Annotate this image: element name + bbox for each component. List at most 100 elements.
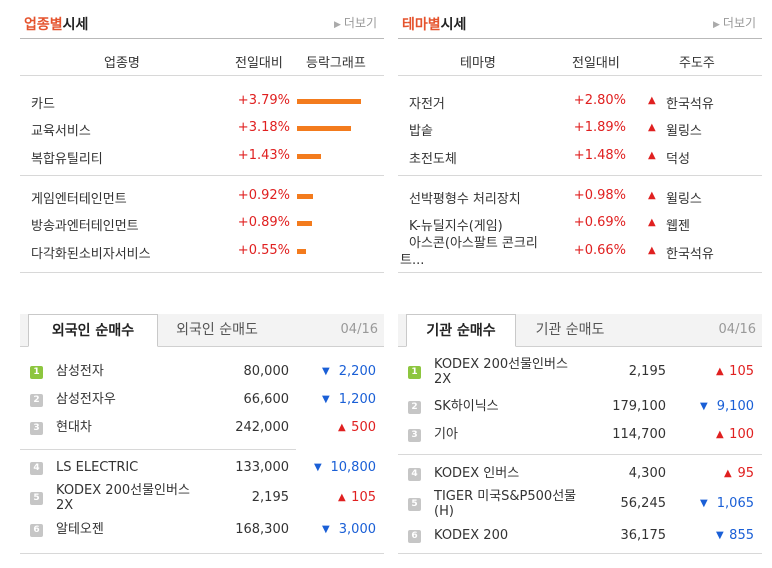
industry-name[interactable]: 복합유틸리티 — [31, 152, 103, 167]
theme-change: +0.66% — [573, 243, 626, 258]
stock-change: 2,200 — [338, 364, 376, 379]
industry-change: +0.92% — [237, 188, 290, 203]
theme-name[interactable]: 밥솥 — [409, 124, 433, 139]
stock-name[interactable]: 삼성전자우 — [56, 392, 116, 407]
tab-institution-sell[interactable]: 기관 순매도 — [535, 322, 605, 338]
stock-price: 114,700 — [612, 427, 666, 442]
divider — [398, 175, 762, 176]
triangle-down-icon: ▼ — [314, 462, 322, 473]
stock-name[interactable]: 삼성전자 — [56, 364, 104, 379]
stock-name[interactable]: 현대차 — [56, 420, 92, 435]
industry-name[interactable]: 게임엔터테인먼트 — [31, 192, 127, 207]
triangle-up-icon: ▲ — [338, 422, 346, 433]
theme-change: +0.69% — [573, 215, 626, 230]
theme-name[interactable]: 아스콘(아스팔트 콘크리트... — [400, 236, 538, 268]
divider — [20, 175, 384, 176]
theme-more-link[interactable]: ▶ 더보기 — [713, 14, 756, 31]
stock-change: 1,065 — [716, 496, 754, 511]
industry-name[interactable]: 교육서비스 — [31, 124, 91, 139]
industry-change: +0.89% — [237, 215, 290, 230]
theme-leader[interactable]: 윌링스 — [666, 124, 702, 139]
stock-change: 855 — [729, 528, 754, 543]
industry-change: +3.18% — [237, 120, 290, 135]
triangle-down-icon: ▼ — [700, 401, 708, 412]
industry-name[interactable]: 다각화된소비자서비스 — [31, 247, 151, 262]
divider — [20, 272, 384, 273]
stock-price: 80,000 — [243, 364, 290, 379]
stock-price: 66,600 — [243, 392, 290, 407]
industry-more-link[interactable]: ▶ 더보기 — [334, 14, 377, 31]
triangle-up-icon: ▲ — [648, 150, 656, 161]
tab-foreign-sell[interactable]: 외국인 순매도 — [176, 322, 258, 338]
industry-title-rest: 시세 — [62, 17, 89, 33]
industry-name[interactable]: 방송과엔터테인먼트 — [31, 219, 139, 234]
theme-name[interactable]: 초전도체 — [409, 152, 457, 167]
triangle-up-icon: ▲ — [716, 429, 724, 440]
stock-name[interactable]: LS ELECTRIC — [56, 460, 139, 475]
industry-name[interactable]: 카드 — [31, 97, 55, 112]
institution-tabbar: 기관 순매수 기관 순매도 04/16 — [398, 314, 762, 347]
stock-price: 133,000 — [235, 460, 289, 475]
industry-header-graph: 등락그래프 — [306, 56, 366, 71]
industry-title-highlight: 업종별 — [24, 17, 63, 33]
stock-price: 168,300 — [235, 522, 289, 537]
tab-institution-buy[interactable]: 기관 순매수 — [406, 314, 516, 347]
stock-name[interactable]: 기아 — [434, 427, 458, 442]
theme-title: 테마별시세 — [402, 14, 466, 36]
stock-price: 2,195 — [251, 490, 289, 505]
triangle-down-icon: ▼ — [322, 366, 330, 377]
stock-change: 105 — [351, 490, 376, 505]
theme-more-label: 더보기 — [722, 16, 757, 30]
divider — [398, 38, 762, 39]
theme-name[interactable]: K-뉴딜지수(게임) — [409, 219, 503, 234]
theme-header-name: 테마명 — [460, 56, 496, 71]
divider — [20, 553, 384, 554]
industry-bar — [297, 249, 306, 254]
stock-name[interactable]: KODEX 200선물인버스2X — [56, 483, 190, 513]
stock-price: 179,100 — [612, 399, 666, 414]
industry-bar — [297, 154, 321, 159]
stock-name[interactable]: 알테오젠 — [56, 522, 104, 537]
triangle-down-icon: ▼ — [716, 530, 724, 541]
triangle-up-icon: ▲ — [648, 190, 656, 201]
theme-name[interactable]: 자전거 — [409, 97, 445, 112]
stock-name[interactable]: KODEX 인버스 — [434, 466, 520, 481]
divider — [20, 75, 384, 76]
rank-badge: 1 — [408, 366, 421, 379]
rank-badge: 5 — [408, 498, 421, 511]
theme-leader[interactable]: 한국석유 — [666, 97, 714, 112]
theme-leader[interactable]: 웹젠 — [666, 219, 690, 234]
industry-change: +3.79% — [237, 93, 290, 108]
theme-title-highlight: 테마별 — [402, 17, 441, 33]
rank-badge: 5 — [30, 492, 43, 505]
triangle-up-icon: ▲ — [648, 95, 656, 106]
theme-header-change: 전일대비 — [572, 56, 620, 71]
divider — [20, 449, 296, 450]
divider — [398, 272, 762, 273]
rank-badge: 1 — [30, 366, 43, 379]
theme-name[interactable]: 선박평형수 처리장치 — [409, 192, 521, 207]
theme-leader[interactable]: 한국석유 — [666, 247, 714, 262]
theme-change: +0.98% — [573, 188, 626, 203]
stock-change: 95 — [737, 466, 754, 481]
triangle-down-icon: ▼ — [322, 394, 330, 405]
triangle-down-icon: ▼ — [322, 524, 330, 535]
stock-change: 1,200 — [338, 392, 376, 407]
rank-badge: 3 — [408, 429, 421, 442]
theme-leader[interactable]: 윌링스 — [666, 192, 702, 207]
stock-price: 242,000 — [235, 420, 289, 435]
theme-leader[interactable]: 덕성 — [666, 152, 690, 167]
stock-price: 36,175 — [620, 528, 667, 543]
stock-change: 10,800 — [330, 460, 377, 475]
triangle-up-icon: ▲ — [648, 217, 656, 228]
triangle-up-icon: ▲ — [338, 492, 346, 503]
rank-badge: 6 — [30, 524, 43, 537]
stock-name[interactable]: SK하이닉스 — [434, 399, 499, 414]
stock-name[interactable]: KODEX 200 — [434, 528, 509, 543]
triangle-up-icon: ▲ — [648, 245, 656, 256]
industry-more-label: 더보기 — [343, 16, 378, 30]
stock-name[interactable]: KODEX 200선물인버스2X — [434, 357, 568, 387]
stock-name[interactable]: TIGER 미국S&P500선물(H) — [434, 489, 577, 519]
tab-foreign-buy[interactable]: 외국인 순매수 — [28, 314, 158, 347]
rank-badge: 2 — [30, 394, 43, 407]
